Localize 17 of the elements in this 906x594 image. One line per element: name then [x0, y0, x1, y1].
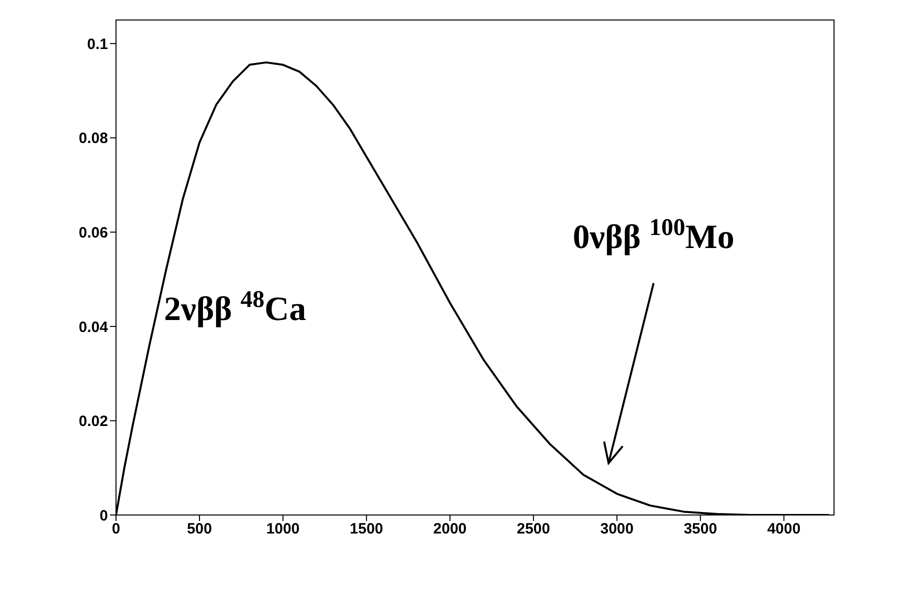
x-tick-label: 2500 — [516, 520, 550, 538]
x-tick-label: 500 — [186, 520, 212, 538]
annotation: 2νββ $^{48}$Ca — [164, 287, 306, 328]
x-tick-label: 2000 — [433, 520, 467, 538]
y-tick-label: 0.06 — [78, 224, 108, 242]
annotation: 0νββ $^{100}$Mo — [572, 215, 734, 256]
y-tick-label: 0 — [100, 507, 108, 524]
x-tick-label: 4000 — [767, 520, 801, 538]
y-tick-label: 0.08 — [78, 130, 108, 148]
x-tick-label: 3000 — [600, 520, 634, 538]
x-tick-label: 1000 — [266, 520, 300, 538]
y-tick-label: 0.04 — [78, 318, 109, 336]
y-tick-label: 0.1 — [87, 36, 108, 53]
y-tick-label: 0.02 — [78, 413, 108, 430]
x-tick-label: 1500 — [350, 520, 384, 538]
x-tick-label: 0 — [112, 520, 120, 538]
x-tick-label: 3500 — [684, 520, 718, 538]
